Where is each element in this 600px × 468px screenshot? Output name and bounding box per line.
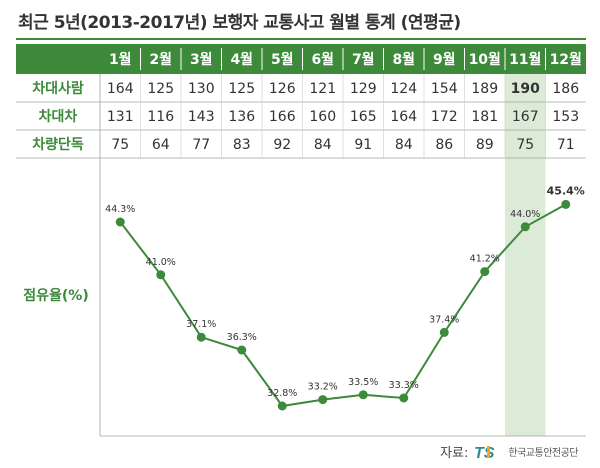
- table-header-month: 7월: [352, 51, 375, 68]
- table-cell: 165: [350, 109, 377, 125]
- table-header-month: 1월: [109, 51, 132, 68]
- data-label: 41.0%: [146, 257, 176, 268]
- table-cell: 129: [350, 81, 377, 97]
- table-cell: 190: [511, 81, 540, 97]
- table-cell: 92: [273, 137, 291, 153]
- table-cell: 186: [552, 81, 579, 97]
- table-cell: 160: [309, 109, 336, 125]
- data-point: [480, 267, 490, 277]
- table-cell: 131: [107, 109, 134, 125]
- table-cell: 125: [228, 81, 255, 97]
- table-cell: 116: [147, 109, 174, 125]
- data-point: [318, 395, 328, 405]
- data-point: [439, 327, 449, 337]
- table-cell: 83: [233, 137, 251, 153]
- data-point: [561, 199, 571, 209]
- data-label: 37.4%: [429, 314, 459, 325]
- ts-logo: TS: [474, 444, 504, 460]
- data-point: [277, 401, 287, 411]
- data-label: 44.3%: [105, 204, 135, 215]
- y-axis-label: 점유율(%): [23, 287, 88, 304]
- table-header-month: 2월: [149, 51, 172, 68]
- data-label: 36.3%: [227, 332, 257, 343]
- table-cell: 166: [269, 109, 296, 125]
- table-cell: 89: [476, 137, 494, 153]
- data-label: 32.8%: [267, 388, 297, 399]
- table-cell: 84: [395, 137, 413, 153]
- highlight-column-band: [505, 74, 546, 436]
- table-cell: 154: [431, 81, 458, 97]
- table-cell: 86: [435, 137, 453, 153]
- page-title: 최근 5년(2013-2017년) 보행자 교통사고 월별 통계 (연평균): [18, 13, 461, 33]
- table-row-label: 차대차: [39, 109, 78, 125]
- table-cell: 124: [390, 81, 417, 97]
- table-header-month: 4월: [230, 51, 253, 68]
- data-point: [399, 393, 409, 403]
- table-cell: 189: [471, 81, 498, 97]
- data-point: [115, 217, 125, 227]
- data-point: [520, 222, 530, 232]
- table-cell: 84: [314, 137, 332, 153]
- table-row-label: 차량단독: [32, 136, 84, 153]
- table-header-bg: [16, 44, 586, 74]
- table-header-month: 8월: [392, 51, 415, 68]
- table-header-month: 6월: [311, 51, 334, 68]
- table-cell: 77: [192, 137, 210, 153]
- data-label: 44.0%: [510, 209, 540, 220]
- table-header-month: 10월: [469, 51, 501, 68]
- occupancy-line: [119, 203, 567, 408]
- table-header-month: 5월: [271, 51, 294, 68]
- data-point: [196, 332, 206, 342]
- data-label: 45.4%: [547, 184, 585, 197]
- table-cell: 75: [111, 137, 129, 153]
- table-header-month: 3월: [190, 51, 213, 68]
- data-label: 33.2%: [308, 382, 338, 393]
- table-cell: 125: [147, 81, 174, 97]
- table-cell: 130: [188, 81, 215, 97]
- data-label: 33.3%: [389, 380, 419, 391]
- source-credit: 자료: TS 한국교통안전공단: [440, 442, 578, 462]
- table-cell: 64: [152, 137, 170, 153]
- table-cell: 164: [107, 81, 134, 97]
- source-org: 한국교통안전공단: [508, 448, 578, 459]
- table-cell: 153: [552, 109, 579, 125]
- table-cell: 181: [471, 109, 498, 125]
- table-cell: 71: [557, 137, 575, 153]
- title-rule: [16, 38, 586, 40]
- table-cell: 167: [512, 109, 539, 125]
- table-cell: 75: [516, 137, 534, 153]
- table-header-month: 9월: [433, 51, 456, 68]
- table-row-label: 차대사람: [32, 81, 84, 97]
- source-label: 자료:: [440, 446, 469, 461]
- table-header-month: 11월: [509, 51, 541, 68]
- table-cell: 164: [390, 109, 417, 125]
- table-cell: 121: [309, 81, 336, 97]
- data-point: [237, 345, 247, 355]
- data-label: 41.2%: [470, 254, 500, 265]
- table-cell: 91: [354, 137, 372, 153]
- table-cell: 126: [269, 81, 296, 97]
- data-label: 37.1%: [186, 319, 216, 330]
- table-cell: 136: [228, 109, 255, 125]
- table-cell: 143: [188, 109, 215, 125]
- table-cell: 172: [431, 109, 458, 125]
- data-point: [358, 390, 368, 400]
- ts-logo-text: TS: [474, 445, 495, 460]
- data-point: [156, 270, 166, 280]
- table-header-month: 12월: [550, 51, 582, 68]
- data-label: 33.5%: [348, 377, 378, 388]
